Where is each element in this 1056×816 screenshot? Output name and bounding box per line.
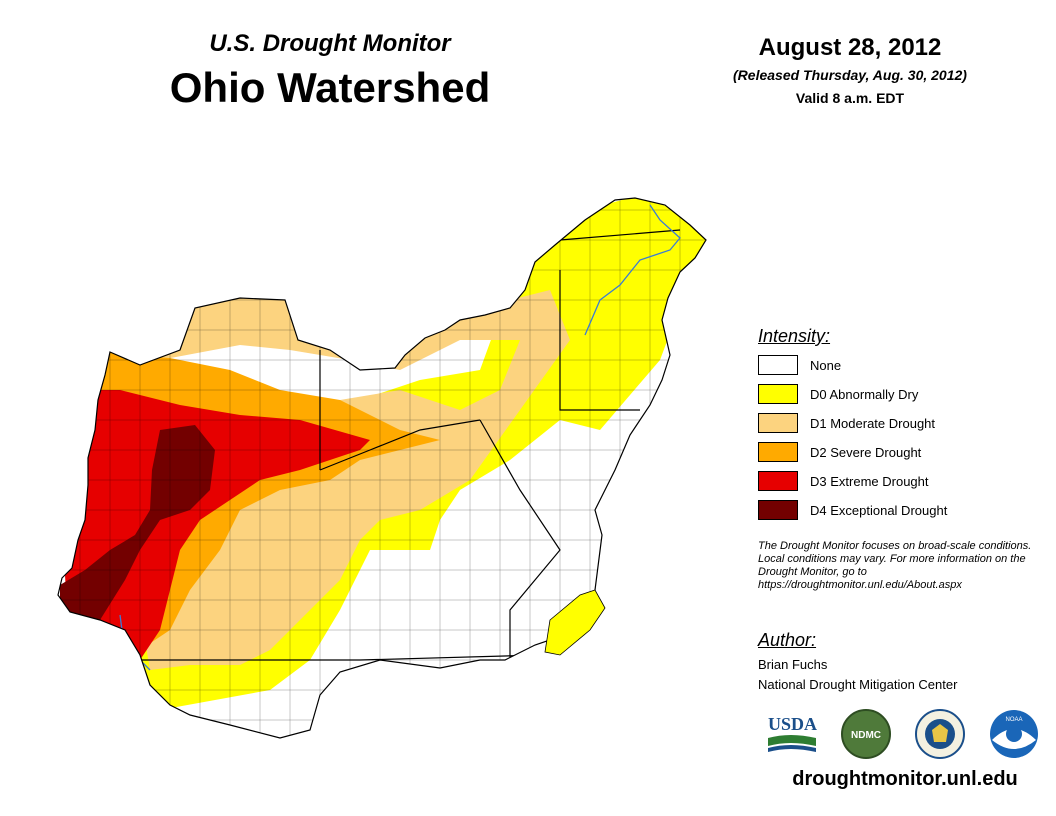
disclaimer-note: The Drought Monitor focuses on broad-sca… <box>758 540 1032 591</box>
ndmc-logo-text: NDMC <box>851 730 881 741</box>
legend-swatch <box>758 384 798 404</box>
d3-region <box>60 390 370 660</box>
legend-label: None <box>810 357 842 373</box>
state-boundaries <box>140 229 681 661</box>
author-organization: National Drought Mitigation Center <box>758 677 958 692</box>
legend-title: Intensity: <box>758 326 831 346</box>
legend-swatch <box>758 355 798 375</box>
legend-item-d1: D1 Moderate Drought <box>758 412 935 434</box>
release-date: (Released Thursday, Aug. 30, 2012) <box>733 67 967 83</box>
legend-label: D4 Exceptional Drought <box>810 502 948 518</box>
drought-map <box>57 197 707 739</box>
legend-swatch <box>758 442 798 462</box>
author-heading: Author: <box>758 630 817 650</box>
noaa-logo-text: NOAA <box>1005 717 1022 723</box>
legend-label: D3 Extreme Drought <box>810 473 929 489</box>
detached-area <box>544 589 606 656</box>
legend-item-d2: D2 Severe Drought <box>758 441 921 463</box>
valid-time: Valid 8 a.m. EDT <box>795 90 905 106</box>
legend-item-d0: D0 Abnormally Dry <box>758 383 918 405</box>
legend-swatch <box>758 413 798 433</box>
usda-logo: USDA <box>768 714 817 752</box>
author-name: Brian Fuchs <box>758 657 828 672</box>
legend-item-none: None <box>758 354 841 376</box>
legend-swatch <box>758 500 798 520</box>
usda-logo-text: USDA <box>768 714 817 734</box>
legend-label: D2 Severe Drought <box>810 444 922 460</box>
legend-item-d3: D3 Extreme Drought <box>758 470 929 492</box>
ndmc-logo: NDMC <box>841 709 891 759</box>
legend-label: D0 Abnormally Dry <box>810 386 919 402</box>
legend-label: D1 Moderate Drought <box>810 415 936 431</box>
d4-region <box>60 425 215 620</box>
website-url[interactable]: droughtmonitor.unl.edu <box>792 768 1018 790</box>
legend-swatch <box>758 471 798 491</box>
partner-logos: USDA NDMC NOAA <box>768 709 1038 759</box>
map-title: Ohio Watershed <box>169 64 491 111</box>
river-line-north <box>584 204 681 336</box>
map-date: August 28, 2012 <box>758 34 942 61</box>
legend-item-d4: D4 Exceptional Drought <box>758 499 947 521</box>
doc-logo <box>915 709 965 759</box>
map-subtitle: U.S. Drought Monitor <box>209 30 451 57</box>
noaa-logo: NOAA <box>990 710 1038 758</box>
basin-outline <box>57 197 707 739</box>
